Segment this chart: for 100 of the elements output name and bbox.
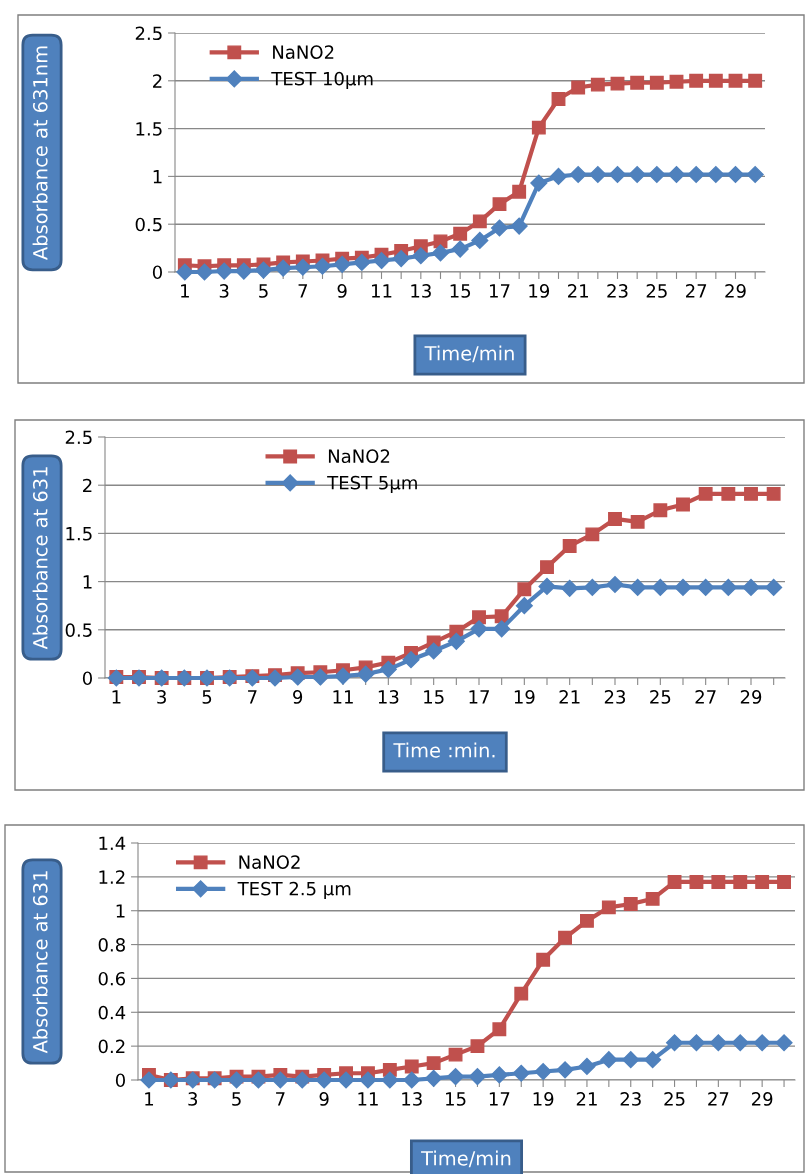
x-tick-label: 5 xyxy=(202,690,212,704)
point xyxy=(471,231,489,250)
point xyxy=(215,262,233,280)
point xyxy=(765,578,783,596)
point xyxy=(271,1071,289,1089)
point xyxy=(470,620,488,638)
point xyxy=(707,165,725,184)
point xyxy=(426,1056,441,1071)
x-tick-label: 29 xyxy=(740,690,762,704)
legend-label: NaNO2 xyxy=(239,855,300,869)
point xyxy=(583,578,601,596)
point xyxy=(337,1071,355,1089)
point xyxy=(689,874,704,889)
point xyxy=(517,582,532,597)
x-tick-label: 29 xyxy=(751,1092,773,1106)
x-tick-label: 21 xyxy=(568,284,588,298)
point xyxy=(645,891,660,906)
x-tick-label: 27 xyxy=(708,1092,729,1106)
point xyxy=(140,1071,158,1089)
point xyxy=(235,262,253,280)
y-tick-label: 1.5 xyxy=(136,122,162,136)
x-tick-label: 27 xyxy=(686,284,707,298)
x-tick-label: 17 xyxy=(489,1092,510,1106)
y-tick-label: 0.5 xyxy=(65,623,92,637)
x-tick-label: 25 xyxy=(650,690,671,704)
x-tick-label: 3 xyxy=(188,1092,198,1106)
point xyxy=(402,651,420,669)
point xyxy=(447,632,465,650)
point xyxy=(630,75,645,90)
point xyxy=(644,1051,662,1069)
x-tick-label: 13 xyxy=(402,1092,422,1106)
point xyxy=(648,165,666,184)
point xyxy=(562,538,577,553)
legend-label: NaNO2 xyxy=(273,45,334,59)
y-tick-label: 0.2 xyxy=(98,1039,125,1054)
point xyxy=(766,486,781,501)
point xyxy=(512,1064,530,1082)
x-tick-label: 23 xyxy=(604,690,626,704)
point xyxy=(403,1071,421,1089)
point xyxy=(334,667,352,685)
point xyxy=(392,250,410,268)
y-tick-label: 1.5 xyxy=(66,527,92,541)
legend-label: TEST 10µm xyxy=(271,71,373,89)
point xyxy=(353,253,371,271)
point xyxy=(536,952,551,967)
y-tick-label: 1.4 xyxy=(99,836,126,850)
y-tick-label: 0 xyxy=(82,671,92,686)
point xyxy=(379,660,397,678)
x-tick-label: 21 xyxy=(559,690,580,704)
y-axis-title: Absorbance at 631 xyxy=(32,871,48,1054)
point xyxy=(775,1034,793,1052)
point xyxy=(731,1034,749,1052)
point xyxy=(431,244,450,262)
point xyxy=(569,165,587,184)
point xyxy=(600,1051,618,1069)
x-tick-label: 23 xyxy=(607,284,628,298)
point xyxy=(404,1059,419,1074)
y-tick-label: 2 xyxy=(83,478,92,493)
point xyxy=(711,874,726,889)
point xyxy=(266,669,284,687)
point xyxy=(610,76,625,91)
point xyxy=(676,497,690,512)
point xyxy=(578,1057,596,1076)
point xyxy=(293,1071,311,1089)
x-tick-label: 29 xyxy=(725,284,746,298)
legend-label: TEST 5µm xyxy=(327,475,417,494)
point xyxy=(561,579,579,597)
point xyxy=(289,668,307,686)
x-axis-title: Time/min xyxy=(424,345,514,363)
point xyxy=(274,259,292,277)
x-tick-label: 13 xyxy=(411,284,431,298)
y-tick-label: 0.5 xyxy=(135,217,162,232)
point xyxy=(728,73,743,88)
point xyxy=(311,668,329,686)
point xyxy=(589,165,607,184)
point xyxy=(453,226,468,241)
x-tick-label: 7 xyxy=(248,690,257,704)
point xyxy=(669,74,684,89)
point xyxy=(651,578,669,596)
y-tick-label: 0 xyxy=(152,265,162,280)
point xyxy=(531,120,546,135)
point xyxy=(571,80,586,95)
y-tick-label: 0.6 xyxy=(98,971,126,986)
y-tick-label: 1 xyxy=(153,170,162,184)
point xyxy=(697,578,715,596)
y-tick-label: 0 xyxy=(115,1073,125,1088)
point xyxy=(490,1066,508,1084)
x-tick-label: 11 xyxy=(333,690,353,704)
point xyxy=(665,1034,684,1052)
point xyxy=(709,1034,727,1052)
y-tick-label: 1 xyxy=(116,904,125,918)
point xyxy=(176,263,194,281)
point xyxy=(510,217,528,235)
point xyxy=(629,578,647,596)
y-tick-label: 1 xyxy=(83,575,92,589)
x-tick-label: 15 xyxy=(446,1092,466,1106)
x-axis-title: Time/min xyxy=(421,1150,511,1168)
point xyxy=(777,874,791,889)
point xyxy=(558,930,572,945)
point xyxy=(514,986,529,1001)
